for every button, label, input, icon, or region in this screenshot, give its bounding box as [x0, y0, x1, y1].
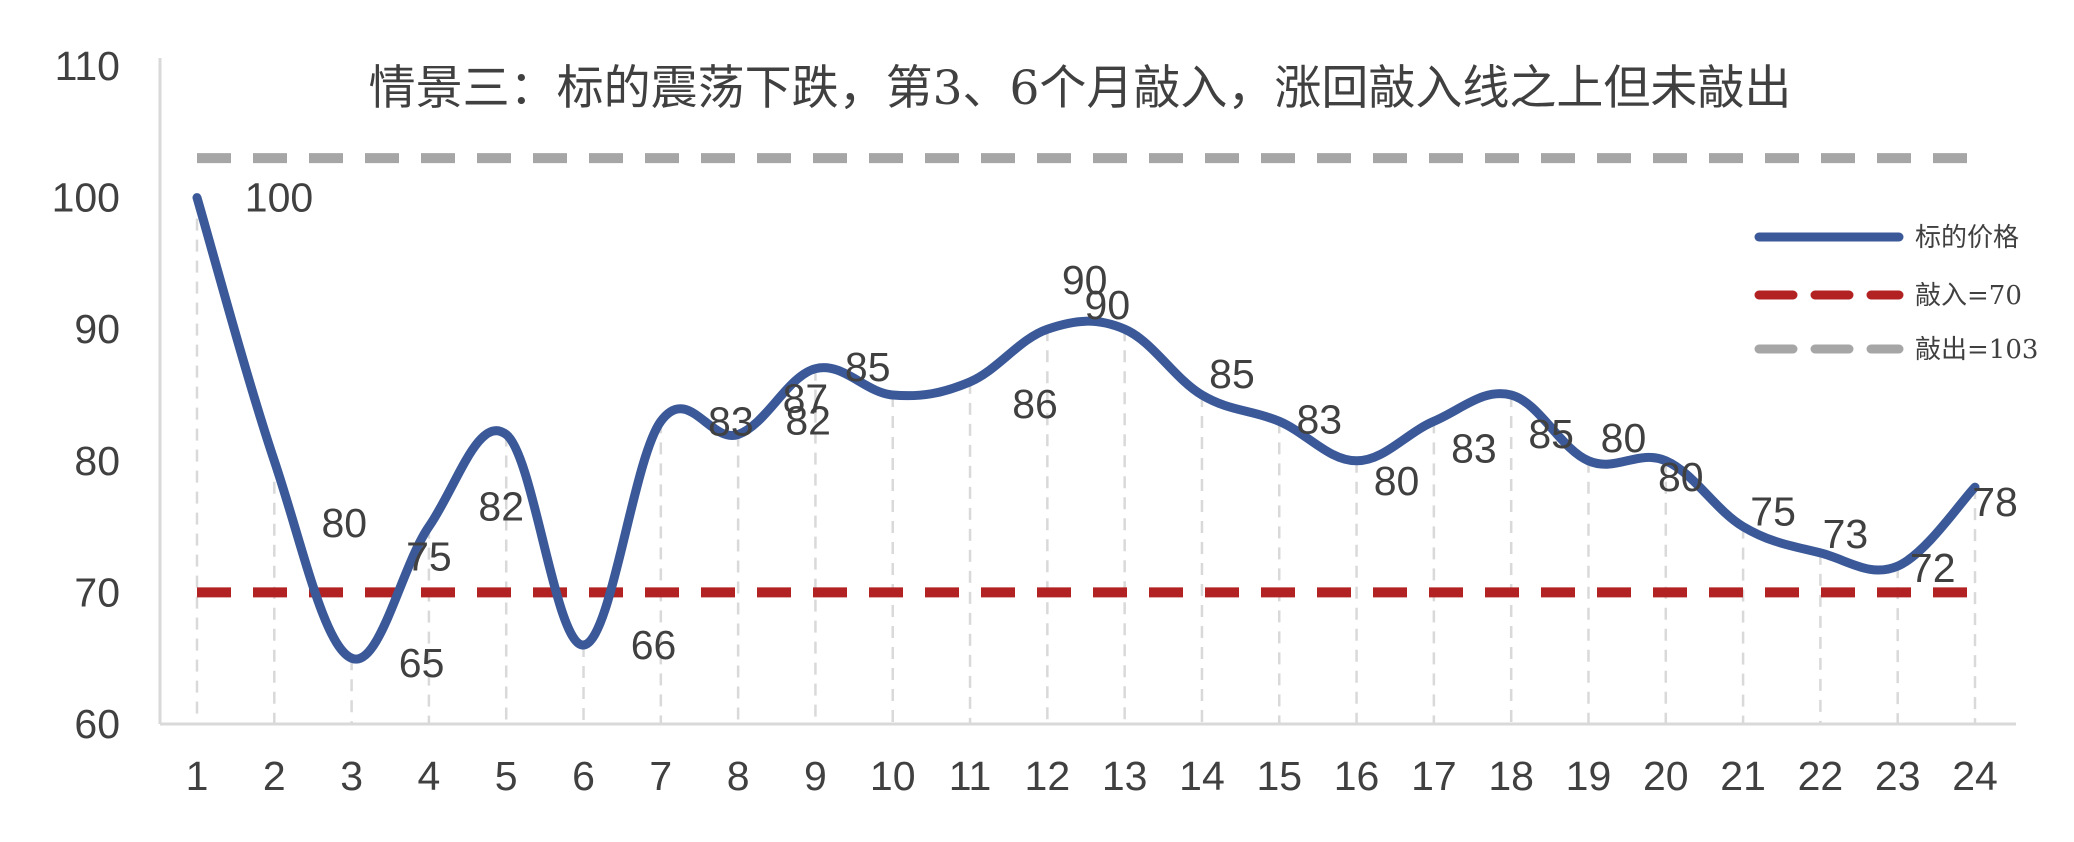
x-tick-label: 20	[1643, 753, 1689, 799]
y-tick-label: 110	[55, 43, 120, 89]
series-lines	[192, 193, 1980, 664]
data-label: 85	[845, 344, 891, 390]
x-tick-label: 4	[418, 753, 441, 799]
data-label: 90	[1085, 282, 1131, 328]
data-label: 83	[708, 398, 754, 444]
data-label: 75	[1750, 489, 1796, 535]
x-tick-label: 23	[1875, 753, 1921, 799]
price-series-line	[192, 193, 1980, 664]
x-tick-label: 7	[649, 753, 672, 799]
x-tick-label: 3	[340, 753, 363, 799]
legend-label: 标的价格	[1915, 223, 2019, 253]
x-tick-label: 16	[1334, 753, 1380, 799]
vertical-gridlines	[195, 197, 1977, 724]
data-label: 90	[1062, 257, 1108, 303]
x-tick-label: 15	[1256, 753, 1302, 799]
y-tick-label: 60	[74, 701, 120, 747]
data-label: 85	[1528, 411, 1574, 457]
data-label: 75	[406, 534, 452, 580]
x-tick-label: 18	[1488, 753, 1534, 799]
data-label: 80	[1374, 458, 1420, 504]
data-label: 86	[1012, 381, 1058, 427]
x-tick-label: 19	[1566, 753, 1612, 799]
x-tick-label: 17	[1411, 753, 1457, 799]
data-label: 83	[1451, 425, 1497, 471]
data-label: 80	[1658, 454, 1704, 500]
data-label: 87	[783, 376, 829, 422]
data-label: 73	[1823, 511, 1869, 557]
chart-title: 情景三：标的震荡下跌，第3、6个月敲入，涨回敲入线之上但未敲出	[369, 61, 1792, 116]
data-label: 100	[245, 175, 313, 221]
x-tick-label: 6	[572, 753, 595, 799]
x-tick-label: 22	[1798, 753, 1844, 799]
data-label: 72	[1910, 545, 1956, 591]
data-label: 80	[321, 500, 367, 546]
x-tick-label: 1	[186, 753, 209, 799]
data-label: 80	[1601, 415, 1647, 461]
data-label: 78	[1972, 479, 2018, 525]
x-tick-label: 12	[1025, 753, 1071, 799]
data-label: 85	[1209, 351, 1255, 397]
data-label: 66	[631, 622, 677, 668]
x-tick-label: 11	[949, 753, 992, 799]
x-tick-label: 14	[1179, 753, 1225, 799]
reference-lines	[197, 153, 1975, 598]
legend-label: 敲入=70	[1915, 281, 2022, 311]
y-tick-label: 90	[74, 306, 120, 352]
x-tick-label: 13	[1102, 753, 1148, 799]
x-tick-label: 10	[870, 753, 916, 799]
data-label: 82	[785, 397, 831, 443]
x-tick-label: 2	[263, 753, 286, 799]
x-tick-label: 5	[495, 753, 518, 799]
data-label: 83	[1296, 396, 1342, 442]
y-tick-label: 80	[74, 438, 120, 484]
x-tick-label: 21	[1720, 753, 1766, 799]
x-tick-label: 9	[804, 753, 827, 799]
y-tick-label: 70	[74, 569, 120, 615]
x-tick-label: 8	[727, 753, 750, 799]
y-tick-label: 100	[52, 175, 120, 221]
legend-label: 敲出=103	[1915, 335, 2038, 365]
data-label: 82	[478, 483, 524, 529]
x-tick-label: 24	[1952, 753, 1998, 799]
data-label: 65	[399, 640, 445, 686]
